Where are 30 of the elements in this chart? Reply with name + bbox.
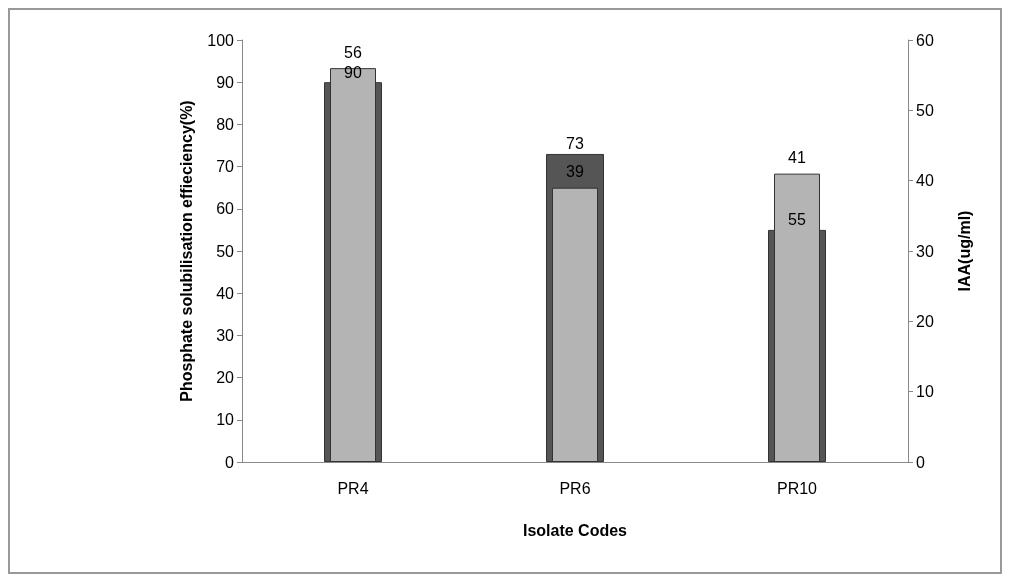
y2-tick-label: 50 (916, 101, 934, 119)
x-tick-label: PR10 (776, 479, 818, 497)
y2-tick-label: 0 (916, 453, 925, 471)
y2-tick-label: 20 (916, 312, 934, 330)
y-tick-label: 30 (216, 326, 235, 344)
data-label: 41 (788, 149, 806, 167)
y-tick-label: 90 (216, 73, 235, 91)
data-label: 55 (788, 211, 806, 229)
y2-tick-label: 30 (916, 242, 934, 260)
y-tick-label: 40 (216, 284, 235, 302)
y2-tick-label: 40 (916, 172, 934, 190)
x-tick-label: PR6 (559, 479, 591, 497)
y-tick-label: 60 (216, 200, 235, 218)
data-label: 39 (566, 163, 584, 181)
y-tick-label: 20 (216, 369, 235, 387)
y2-axis-title: IAA(ug/ml) (955, 210, 973, 292)
y-tick-label: 10 (216, 411, 235, 429)
data-label: 73 (566, 135, 584, 153)
y-axis-title: Phosphate solubilisation effieciency(%) (177, 100, 195, 402)
y2-tick-label: 10 (916, 383, 934, 401)
x-axis-title: Isolate Codes (522, 521, 628, 539)
data-label: 56 (344, 43, 362, 61)
y-tick-label: 80 (216, 115, 235, 133)
x-tick-label: PR4 (337, 479, 369, 497)
y-tick-label: 0 (225, 453, 235, 471)
y-tick-label: 100 (207, 31, 235, 49)
y2-tick-label: 60 (916, 31, 934, 49)
y-tick-label: 50 (216, 242, 235, 260)
y-tick-label: 70 (216, 158, 235, 176)
data-label: 90 (344, 63, 362, 81)
